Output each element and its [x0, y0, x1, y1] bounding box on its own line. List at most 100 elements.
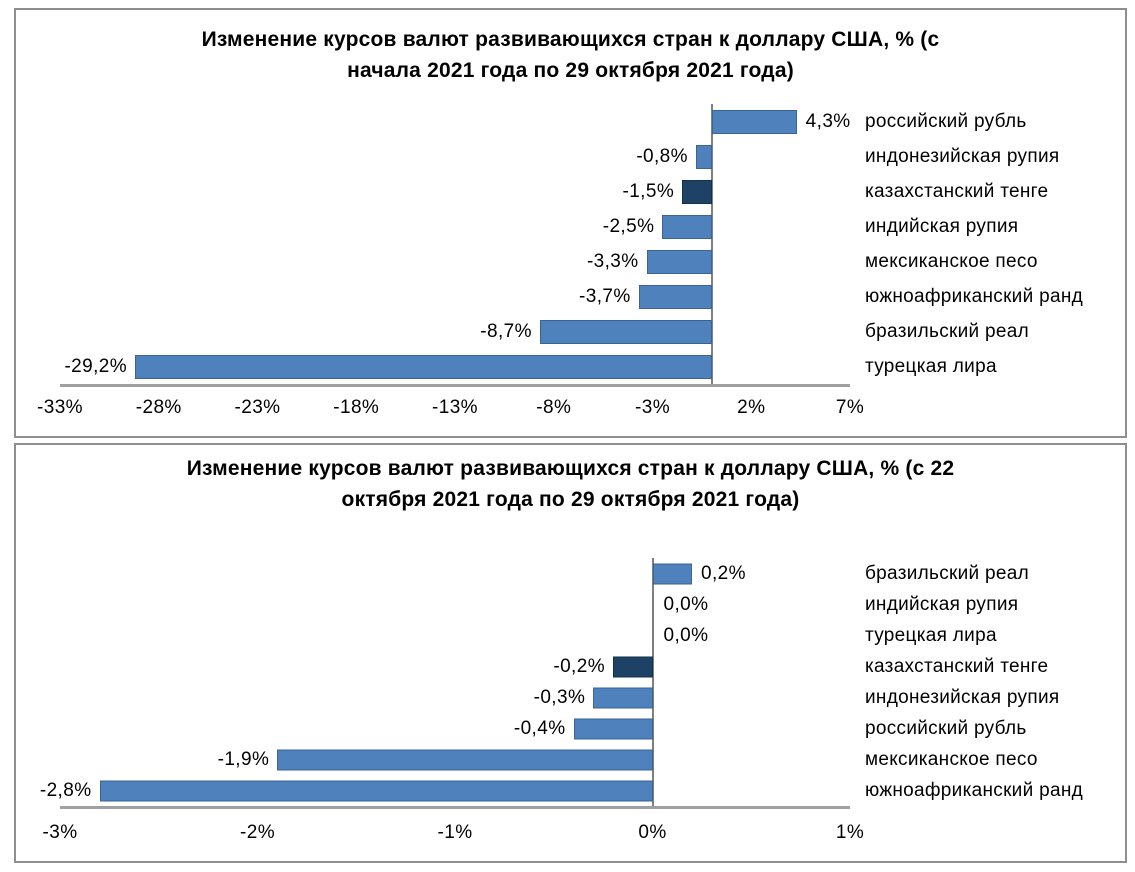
- x-tick-label: -1%: [437, 822, 473, 843]
- value-label: -2,8%: [39, 779, 92, 801]
- category-label: казахстанский тенге: [865, 180, 1049, 202]
- x-tick-label: -33%: [37, 397, 83, 418]
- x-axis-line: [60, 806, 850, 809]
- plot-cell: -3,3%: [60, 244, 850, 279]
- bar-chart-weekly: 0,2% бразильский реал 0,0% индийская рупия 0…: [40, 558, 1125, 848]
- chart-row: -3,7% южноафриканский ранд: [60, 279, 1113, 314]
- x-tick-label: -13%: [432, 397, 478, 418]
- x-tick-label: -3%: [42, 822, 78, 843]
- bar: [695, 144, 712, 169]
- value-label: -0,3%: [533, 686, 586, 708]
- chart-row: -0,2% казахстанский тенге: [60, 651, 1113, 682]
- bar-chart-ytd: 4,3% российский рубль -0,8% индонезийская р…: [37, 104, 1125, 423]
- zero-axis-line: [710, 104, 713, 384]
- category-label: мексиканское песо: [865, 748, 1038, 770]
- category-label: индийская рупия: [865, 215, 1019, 237]
- chart-row: -2,5% индийская рупия: [60, 209, 1113, 244]
- value-label: -2,5%: [602, 215, 655, 237]
- x-tick-label: -8%: [536, 397, 572, 418]
- x-tick-label: -3%: [635, 397, 670, 418]
- value-label: 0,2%: [701, 562, 746, 584]
- chart-title-line: Изменение курсов валют развивающихся стр…: [201, 28, 940, 51]
- x-tick-label: -28%: [135, 397, 182, 418]
- plot-cell: -0,3%: [60, 682, 850, 713]
- x-tick-label: 0%: [638, 822, 667, 843]
- bar: [638, 284, 712, 309]
- plot-cell: -3,7%: [60, 279, 850, 314]
- value-label: -3,3%: [586, 250, 639, 272]
- category-label: российский рубль: [865, 717, 1027, 739]
- value-label: -29,2%: [64, 355, 128, 377]
- bar: [593, 687, 653, 708]
- x-tick-label: -18%: [333, 397, 380, 418]
- plot-cell: 4,3%: [60, 104, 850, 139]
- category-label: индонезийская рупия: [865, 686, 1060, 708]
- plot-cell: 0,2%: [60, 558, 850, 589]
- value-label: 0,0%: [663, 624, 709, 646]
- plot-rows: 0,2% бразильский реал 0,0% индийская рупия 0…: [40, 558, 1113, 806]
- x-tick-label: 1%: [835, 822, 865, 843]
- plot-cell: 0,0%: [60, 620, 850, 651]
- chart-row: -1,9% мексиканское песо: [60, 744, 1113, 775]
- chart-panel-ytd: Изменение курсов валют развивающихся стр…: [14, 8, 1127, 438]
- plot-rows: 4,3% российский рубль -0,8% индонезийская р…: [60, 104, 1113, 384]
- bar: [135, 354, 712, 379]
- chart-title-line: Изменение курсов валют развивающихся стр…: [186, 457, 955, 480]
- bar: [711, 109, 797, 134]
- value-label: -1,9%: [217, 748, 270, 770]
- chart-panel-weekly: Изменение курсов валют развивающихся стр…: [14, 443, 1127, 863]
- category-label: казахстанский тенге: [865, 655, 1049, 677]
- chart-row: -8,7% бразильский реал: [60, 314, 1113, 349]
- category-label: индонезийская рупия: [865, 145, 1060, 167]
- plot-cell: -1,5%: [60, 174, 850, 209]
- bar: [277, 749, 653, 770]
- value-label: -8,7%: [480, 320, 532, 342]
- category-label: южноафриканский ранд: [865, 285, 1084, 307]
- plot-cell: -2,5%: [60, 209, 850, 244]
- x-axis-line: [60, 384, 850, 387]
- category-label: индийская рупия: [865, 593, 1019, 615]
- value-label: -0,8%: [636, 145, 688, 167]
- chart-row: 0,0% индийская рупия: [60, 589, 1113, 620]
- plot-cell: -0,4%: [60, 713, 850, 744]
- value-label: -0,4%: [513, 717, 566, 739]
- chart-title-line: начала 2021 года по 29 октября 2021 года…: [347, 59, 794, 82]
- plot-cell: -1,9%: [60, 744, 850, 775]
- value-label: 0,0%: [663, 593, 709, 615]
- category-label: турецкая лира: [865, 355, 997, 377]
- value-label: -1,5%: [622, 180, 675, 202]
- plot-cell: -0,2%: [60, 651, 850, 682]
- bar: [652, 563, 692, 584]
- bar-highlighted: [682, 179, 712, 204]
- chart-row: 4,3% российский рубль: [60, 104, 1113, 139]
- chart-row: -3,3% мексиканское песо: [60, 244, 1113, 279]
- bar-highlighted: [613, 656, 653, 677]
- chart-row: -29,2% турецкая лира: [60, 349, 1113, 384]
- chart-row: -0,4% российский рубль: [60, 713, 1113, 744]
- plot-cell: -0,8%: [60, 139, 850, 174]
- bar: [539, 319, 712, 344]
- bar: [646, 249, 712, 274]
- category-label: бразильский реал: [865, 320, 1030, 342]
- plot-cell: -8,7%: [60, 314, 850, 349]
- value-label: -3,7%: [579, 285, 631, 307]
- x-tick-label: 7%: [835, 397, 865, 418]
- zero-axis-line: [651, 558, 654, 806]
- category-label: мексиканское песо: [865, 250, 1038, 272]
- chart-title-weekly: Изменение курсов валют развивающихся стр…: [16, 453, 1125, 515]
- x-tick-label: -2%: [240, 822, 275, 843]
- bar: [99, 780, 653, 801]
- plot-cell: -29,2%: [60, 349, 850, 384]
- x-tick-label: 2%: [737, 397, 766, 418]
- chart-row: -2,8% южноафриканский ранд: [40, 775, 1113, 806]
- chart-row: -0,3% индонезийская рупия: [60, 682, 1113, 713]
- chart-row: -1,5% казахстанский тенге: [60, 174, 1113, 209]
- chart-row: -0,8% индонезийская рупия: [60, 139, 1113, 174]
- x-axis-ticks: -3% -2% -1% 0% 1%: [43, 822, 864, 848]
- chart-title-line: октября 2021 года по 29 октября 2021 год…: [341, 488, 800, 511]
- chart-row: 0,2% бразильский реал: [60, 558, 1113, 589]
- x-axis-ticks: -33% -28% -23% -18% -13% -8% -3% 2% 7%: [37, 397, 864, 423]
- category-label: южноафриканский ранд: [865, 779, 1084, 801]
- plot-cell: 0,0%: [60, 589, 850, 620]
